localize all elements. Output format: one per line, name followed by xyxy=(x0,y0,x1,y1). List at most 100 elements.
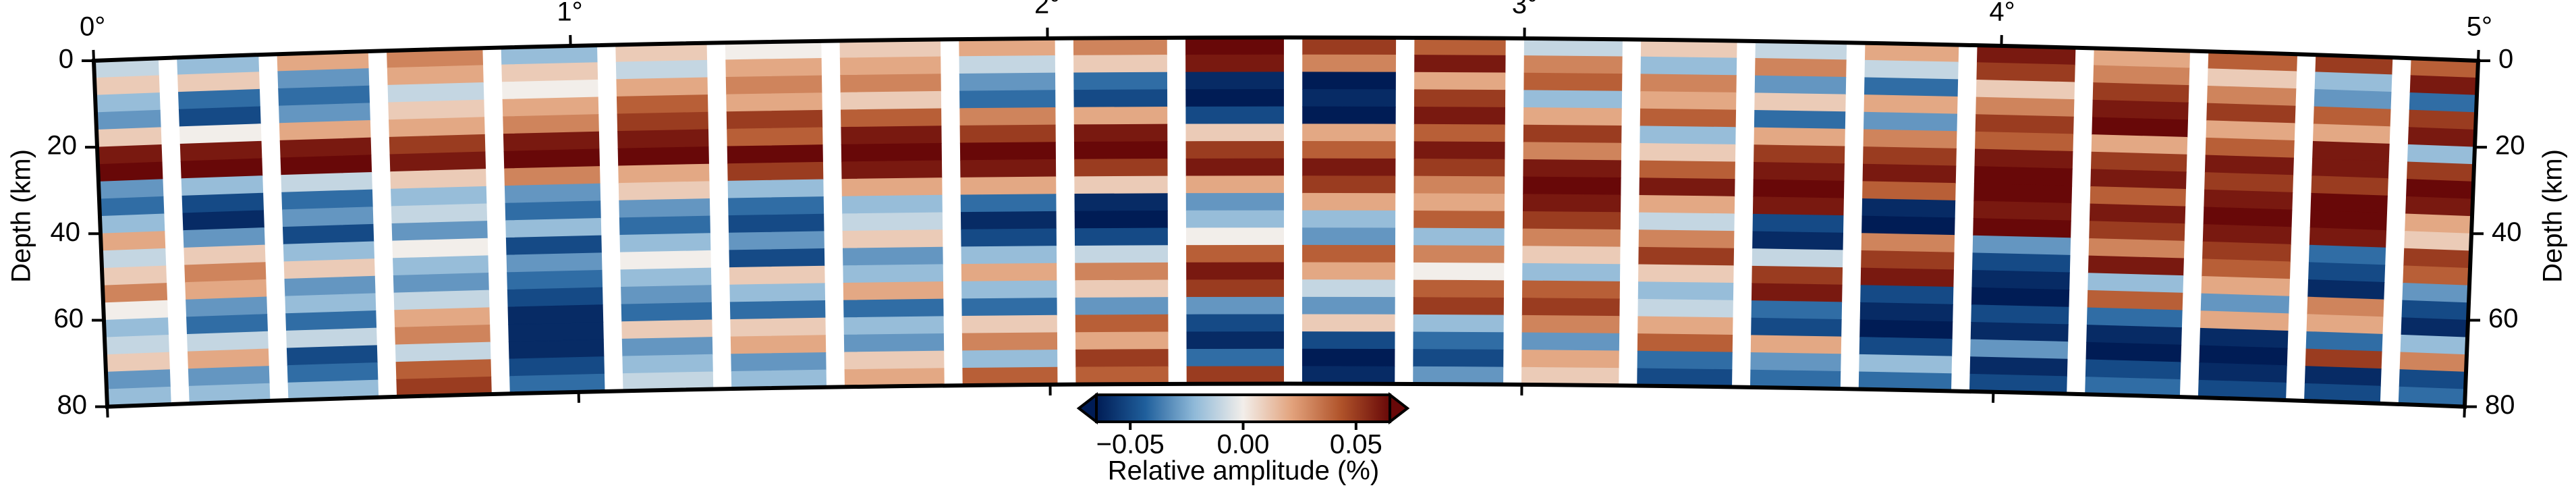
heatmap-cell xyxy=(1521,298,1620,317)
heatmap-cell xyxy=(1639,177,1735,197)
heatmap-cell xyxy=(501,79,598,100)
heatmap-cell xyxy=(841,177,943,197)
heatmap-cell xyxy=(503,131,600,152)
heatmap-cell xyxy=(281,189,373,211)
heatmap-cell xyxy=(1302,37,1397,56)
heatmap-cell xyxy=(2406,179,2474,200)
heatmap-cell xyxy=(1075,366,1169,385)
heatmap-cell xyxy=(960,194,1057,213)
heatmap-cell xyxy=(840,74,941,93)
heatmap-cell xyxy=(1186,348,1285,367)
heatmap-cell xyxy=(959,124,1056,144)
heatmap-cell xyxy=(2307,279,2385,300)
heatmap-cell xyxy=(1971,304,2069,325)
heatmap-cell xyxy=(2202,224,2292,245)
heatmap-cell xyxy=(1185,106,1284,125)
y-tick-label: 80 xyxy=(57,390,87,420)
heatmap-cell xyxy=(961,263,1057,282)
heatmap-cell xyxy=(100,231,166,252)
colorbar: −0.05 0.00 0.05 xyxy=(1076,391,1410,460)
heatmap-cell xyxy=(621,337,713,357)
heatmap-cell xyxy=(391,221,488,242)
heatmap-cell xyxy=(2312,158,2389,180)
heatmap-cell xyxy=(389,117,485,138)
heatmap-cell xyxy=(839,56,941,76)
colorbar-under xyxy=(1076,391,1098,425)
heatmap-cell xyxy=(507,269,603,290)
heatmap-cell xyxy=(731,352,827,372)
heatmap-cell xyxy=(1185,210,1284,229)
heatmap-cell xyxy=(728,213,824,234)
heatmap-cell xyxy=(99,213,165,234)
heatmap-cell xyxy=(2206,120,2295,142)
heatmap-cell xyxy=(1753,179,1845,199)
heatmap-cell xyxy=(1302,72,1396,90)
heatmap-cell xyxy=(1864,59,1959,80)
heatmap-cell xyxy=(504,183,601,204)
heatmap-cell xyxy=(1185,140,1284,159)
heatmap-cell xyxy=(178,106,261,128)
heatmap-cell xyxy=(1522,228,1621,248)
heatmap-cell xyxy=(1864,94,1958,115)
heatmap-cell xyxy=(1975,114,2074,135)
y-tick-label: 60 xyxy=(53,304,84,333)
colorbar-tick-label: 0.00 xyxy=(1217,430,1270,460)
heatmap-cell xyxy=(94,92,161,113)
heatmap-cell xyxy=(1302,175,1396,194)
heatmap-cell xyxy=(103,300,169,321)
heatmap-cell xyxy=(1970,321,2069,343)
heatmap-cell xyxy=(1302,227,1396,246)
heatmap-cell xyxy=(2088,255,2184,277)
heatmap-cell xyxy=(1752,231,1843,251)
heatmap-cell xyxy=(1302,54,1397,73)
heatmap-cell xyxy=(729,283,826,303)
heatmap-cell xyxy=(1861,215,1955,236)
heatmap-cell xyxy=(1969,356,2068,377)
heatmap-cell xyxy=(1523,124,1622,144)
heatmap-cell xyxy=(842,246,943,267)
heatmap-cell xyxy=(1413,279,1505,298)
heatmap-cell xyxy=(960,159,1057,178)
heatmap-cell xyxy=(179,124,262,145)
heatmap-cell xyxy=(184,262,267,283)
heatmap-cell xyxy=(1863,111,1958,132)
heatmap-cell xyxy=(186,314,269,335)
heatmap-cell xyxy=(1859,337,1953,357)
heatmap-cell xyxy=(1185,227,1284,246)
heatmap-cell xyxy=(1973,183,2073,204)
heatmap-cell xyxy=(840,108,942,128)
heatmap-cell xyxy=(1074,210,1168,229)
heatmap-cell xyxy=(1976,79,2075,101)
heatmap-cell xyxy=(1523,176,1621,196)
heatmap-cell xyxy=(1413,366,1504,385)
heatmap-cell xyxy=(2207,68,2297,90)
heatmap-cell xyxy=(1302,314,1395,333)
heatmap-cell xyxy=(622,354,713,375)
heatmap-cell xyxy=(1976,62,2075,83)
heatmap-cell xyxy=(1075,314,1169,333)
heatmap-cell xyxy=(1302,296,1395,315)
heatmap-cell xyxy=(1185,192,1284,211)
heatmap-cell xyxy=(2309,227,2387,248)
heatmap-cell xyxy=(841,142,942,163)
heatmap-cell xyxy=(505,200,601,221)
heatmap-cell xyxy=(1754,144,1845,165)
heatmap-cell xyxy=(2307,296,2384,318)
heatmap-cell xyxy=(181,175,264,196)
heatmap-cell xyxy=(391,186,487,207)
heatmap-cell xyxy=(1637,333,1733,353)
heatmap-cell xyxy=(2199,345,2288,366)
heatmap-cell xyxy=(1970,339,2069,360)
heatmap-cell xyxy=(2201,275,2291,297)
heatmap-cell xyxy=(1640,56,1737,76)
heatmap-cell xyxy=(387,82,484,103)
heatmap-cell xyxy=(2205,137,2295,159)
heatmap-cell xyxy=(2206,103,2296,124)
heatmap-cell xyxy=(1639,160,1735,180)
heatmap-cell xyxy=(1640,91,1737,111)
heatmap-cell xyxy=(1975,131,2074,153)
colorbar-tick-label: −0.05 xyxy=(1096,430,1165,460)
heatmap-cell xyxy=(1752,213,1844,234)
heatmap-cell xyxy=(180,158,263,180)
heatmap-cell xyxy=(503,148,600,169)
